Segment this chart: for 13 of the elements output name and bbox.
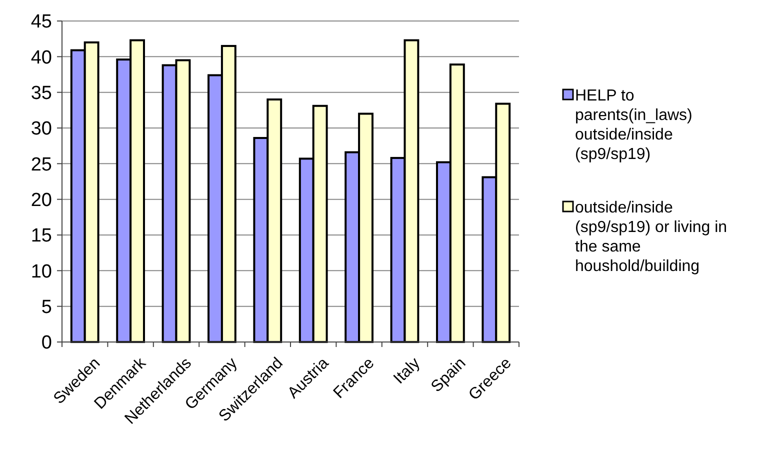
legend-label: HELP to parents(in_laws) outside/inside (sp9/sp19) — [575, 88, 692, 163]
y-tick-label: 5 — [41, 296, 52, 318]
y-tick-label: 40 — [30, 47, 52, 68]
y-tick-label: 25 — [30, 154, 52, 176]
y-tick-label: 30 — [30, 118, 52, 140]
legend-label: outside/inside (sp9/sp19) or living in the same houshold/building — [575, 200, 728, 275]
y-tick-label: 10 — [30, 261, 52, 282]
y-tick-label: 35 — [30, 82, 52, 104]
y-tick-label: 0 — [41, 332, 52, 354]
y-tick-label: 20 — [30, 190, 52, 211]
y-tick-label: 45 — [30, 12, 52, 33]
x-tick-label: Italy — [390, 354, 424, 388]
y-tick-label: 15 — [30, 226, 52, 247]
